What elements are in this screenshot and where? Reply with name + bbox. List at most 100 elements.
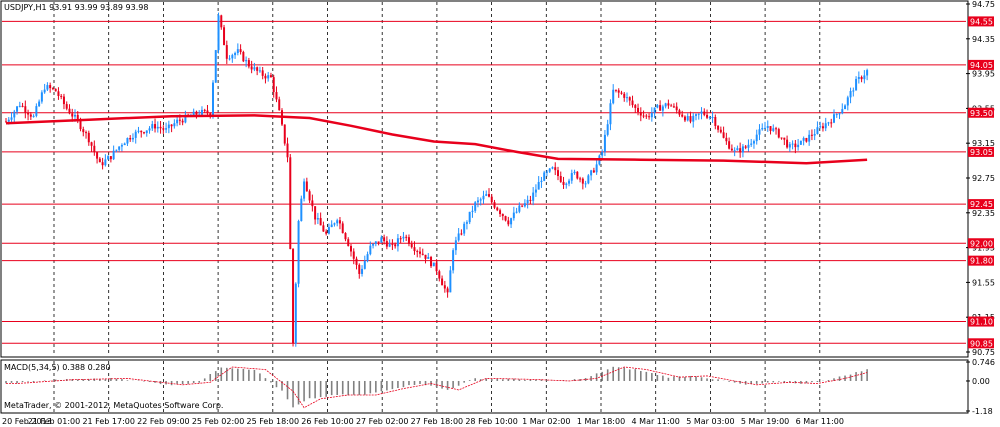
candle-body [338,220,341,224]
candle-body [664,103,667,107]
level-badge-label: 92.00 [970,239,993,248]
candle-body [587,175,590,184]
candle-body [510,218,513,225]
candle-body [184,114,187,123]
candle-body [488,194,490,197]
candle-body [844,105,847,110]
candle-body [361,268,364,274]
candle-body [60,95,63,97]
candle-body [722,132,725,138]
candle-body [797,144,800,148]
candle-body [148,128,151,131]
macd-axis: 0.746 0.00 -1.18 [966,358,995,416]
candle-body [819,126,822,128]
candle-body [206,110,209,114]
candle-body [637,107,640,113]
level-badge [968,199,994,210]
candle-body [377,241,380,243]
candle-body [537,182,540,190]
candle-body [308,191,311,201]
candle-body [68,108,71,114]
candle-body [565,183,568,185]
candle-body [841,109,844,114]
candle-body [457,233,460,241]
candle-body [209,113,212,116]
candle-body [490,196,493,203]
price-tick-label: 90.75 [972,348,995,357]
candle-body [65,104,68,109]
time-label: 25 Feb 02:00 [192,417,244,426]
candle-body [278,99,281,111]
time-label: 22 Feb 09:00 [137,417,189,426]
level-badge-label: 91.80 [970,257,993,266]
candle-body [708,117,711,119]
candle-body [319,218,322,226]
candle-body [200,109,203,115]
candle-body [438,271,441,279]
candle-body [783,137,786,140]
candle-body [482,195,485,200]
candle-body [405,236,408,238]
candle-body [474,202,477,211]
candle-body [584,183,587,185]
grid-lines [53,2,821,412]
candle-body [595,164,598,173]
candle-body [195,111,198,115]
candle-body [725,137,728,142]
candle-body [234,52,237,56]
candle-body [529,199,532,201]
price-tick-label: 93.95 [972,70,995,79]
candle-body [697,113,700,115]
candle-body [115,149,118,151]
candle-body [747,144,750,148]
price-tick-label: 93.15 [972,139,995,148]
candle-body [396,238,399,247]
candle-body [170,124,173,127]
candle-body [772,128,775,131]
level-badge [968,107,994,118]
candle-body [253,67,256,70]
candle-body [617,90,620,93]
candle-body [739,148,742,153]
candle-body [394,244,397,247]
candle-body [225,45,228,59]
macd-label: MACD(5,34,5) 0.388 0.280 [4,363,111,372]
symbol-info: USDJPY,H1 93.91 93.99 93.89 93.98 [4,3,148,12]
candle-body [427,256,430,259]
time-label: 5 Mar 03:00 [686,417,734,426]
candle-body [93,145,96,153]
time-label: 1 Mar 18:00 [577,417,625,426]
candle-body [485,194,488,196]
moving-average [5,114,868,165]
candle-body [579,178,582,180]
candle-body [476,200,479,203]
candle-body [775,128,778,130]
candle-body [272,77,275,93]
price-tick-label: 94.75 [972,0,995,9]
candle-body [112,150,115,160]
level-badge-label: 93.50 [970,109,993,118]
candle-body [145,130,148,134]
candle-body [443,285,446,289]
time-label: 6 Mar 11:00 [796,417,844,426]
candle-body [711,117,714,119]
candle-body [802,137,805,141]
candle-body [786,139,789,148]
candle-body [554,167,557,171]
candle-body [355,258,358,265]
level-lines [2,20,966,344]
candle-body [548,168,551,172]
candle-body [750,143,753,145]
candle-body [526,199,529,204]
candle-body [372,243,375,246]
level-badge [968,16,994,27]
candle-body [830,122,833,124]
candle-body [82,129,85,133]
candle-body [645,115,648,117]
candle-body [609,103,612,125]
candle-body [766,126,769,128]
time-label: 1 Mar 02:00 [522,417,570,426]
candle-body [134,131,137,138]
candle-body [51,88,54,90]
candle-body [366,254,369,261]
